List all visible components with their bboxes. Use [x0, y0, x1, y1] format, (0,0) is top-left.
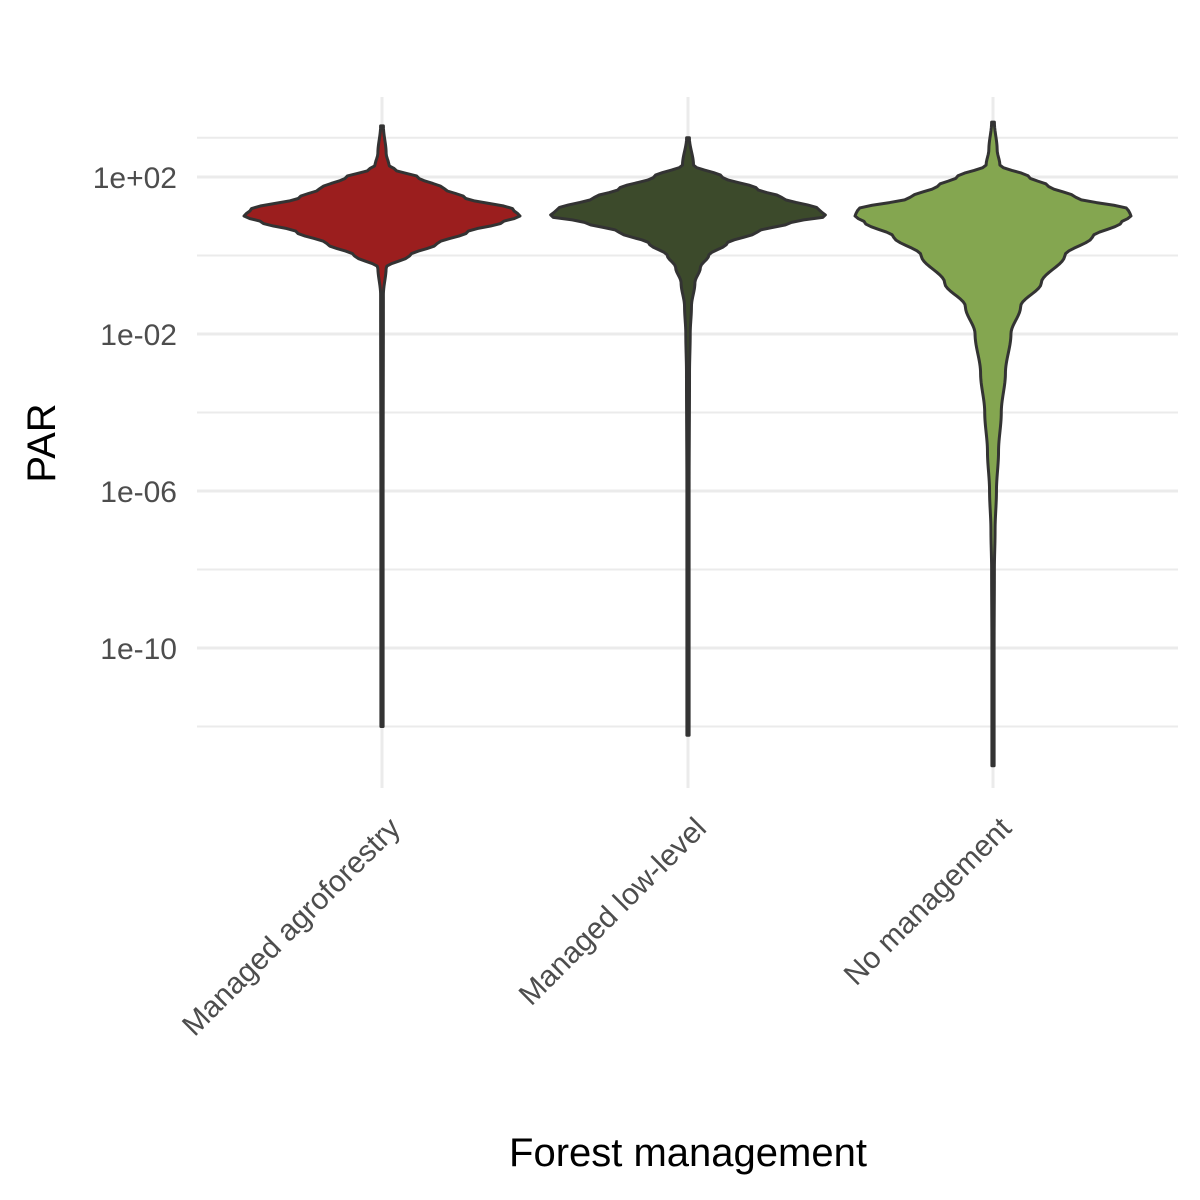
violin-no-management: [853, 120, 1133, 768]
y-tick-label: 1e-10: [100, 633, 177, 666]
violin-managed-agroforestry: [242, 124, 522, 728]
y-axis-title: PAR: [20, 403, 64, 482]
x-axis-title: Forest management: [509, 1131, 867, 1175]
x-tick-label: Managed agroforestry: [176, 812, 407, 1043]
violin-managed-low-level: [549, 136, 827, 737]
x-axis-ticks: Managed agroforestry Managed low-level No …: [176, 811, 1018, 1042]
violins: [242, 120, 1133, 768]
y-tick-label: 1e-06: [100, 476, 177, 509]
y-tick-label: 1e-02: [100, 319, 177, 352]
y-tick-label: 1e+02: [93, 162, 177, 195]
x-tick-label: No management: [838, 811, 1019, 992]
x-tick-label: Managed low-level: [513, 812, 713, 1012]
y-axis-ticks: 1e+02 1e-02 1e-06 1e-10: [93, 162, 177, 666]
